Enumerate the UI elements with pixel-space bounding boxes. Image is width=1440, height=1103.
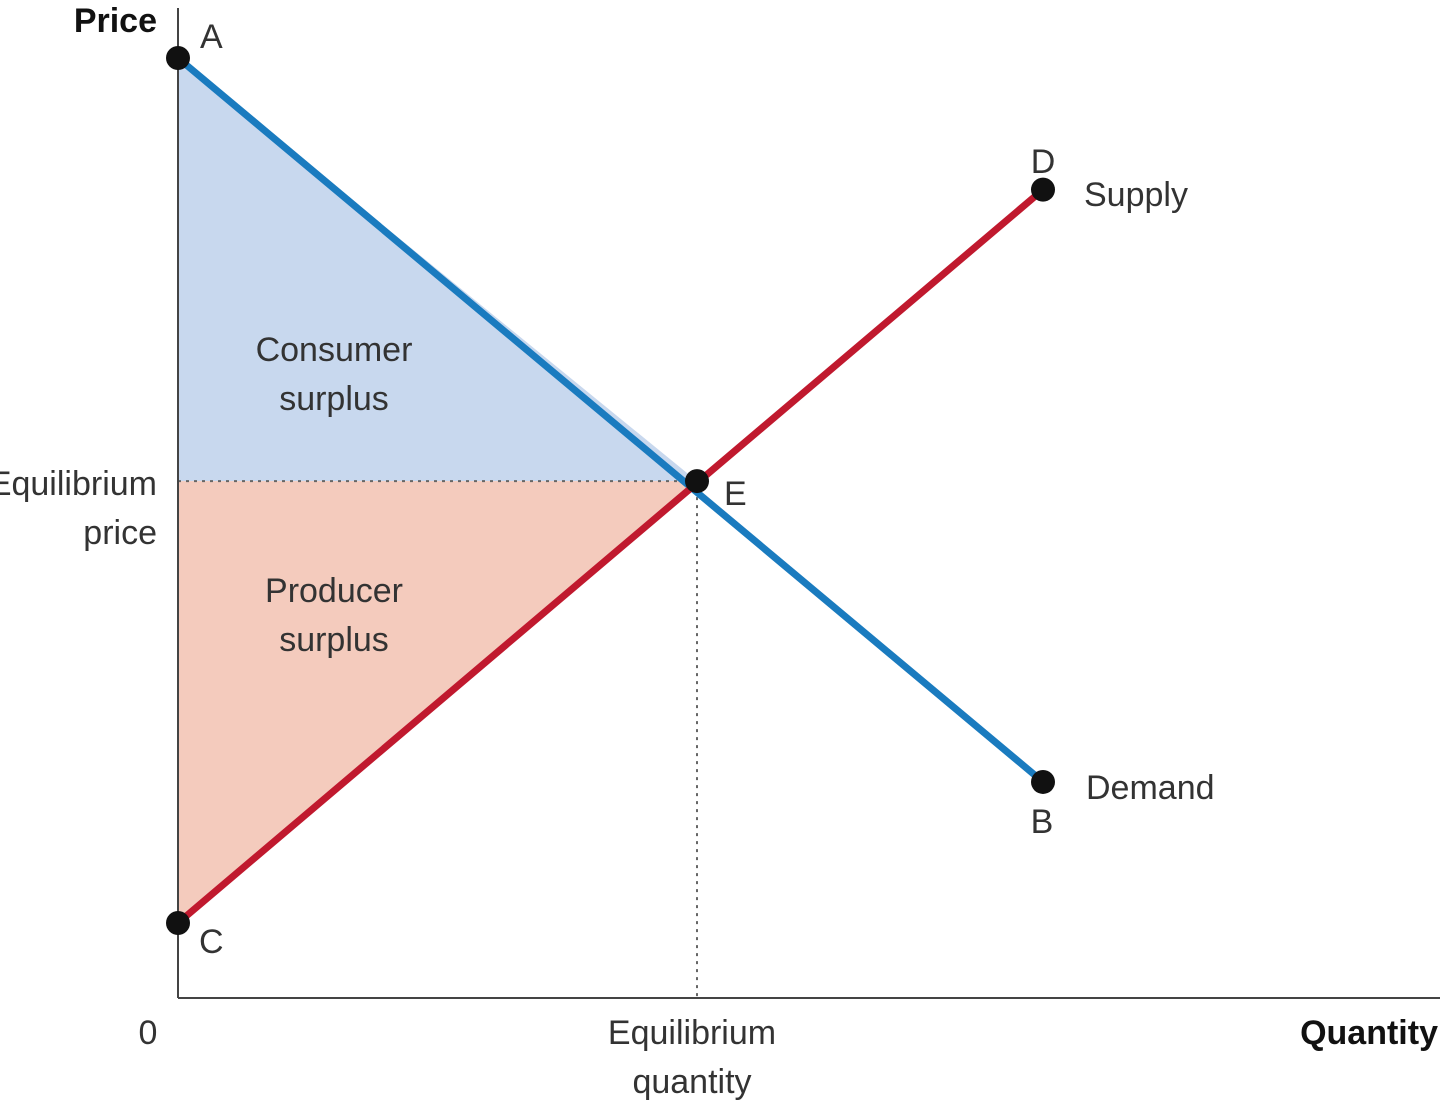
equilibrium-quantity-label-line1: Equilibrium — [608, 1014, 776, 1052]
point-b-marker — [1031, 769, 1055, 794]
point-e-marker — [685, 469, 709, 494]
demand-curve — [174, 54, 1047, 786]
demand-curve-label: Demand — [1086, 769, 1215, 807]
consumer-surplus-label-line2: surplus — [279, 380, 389, 418]
point-d-label: D — [1031, 143, 1056, 181]
y-axis-title: Price — [74, 2, 157, 40]
point-c-label: C — [199, 923, 224, 961]
point-b-label: B — [1031, 803, 1054, 841]
point-d-marker — [1031, 177, 1055, 202]
point-a-label: A — [200, 18, 223, 56]
axes — [177, 8, 1440, 999]
supply-curve-label: Supply — [1084, 176, 1188, 214]
origin-label: 0 — [139, 1014, 158, 1052]
supply-curve — [174, 186, 1047, 927]
surplus-regions — [178, 58, 697, 923]
equilibrium-price-label-line1: Equilibrium — [0, 465, 157, 503]
producer-surplus-label-line2: surplus — [279, 621, 389, 659]
points — [166, 46, 1055, 935]
point-a-marker — [166, 46, 190, 70]
equilibrium-guides — [178, 480, 698, 998]
equilibrium-quantity-label-line2: quantity — [632, 1063, 751, 1101]
curves — [174, 54, 1047, 927]
point-e-label: E — [724, 475, 747, 513]
consumer-surplus-label-line1: Consumer — [256, 331, 413, 369]
equilibrium-price-label-line2: price — [83, 514, 157, 552]
point-c-marker — [166, 911, 190, 935]
x-axis-title: Quantity — [1300, 1014, 1438, 1052]
producer-surplus-label-line1: Producer — [265, 572, 403, 610]
